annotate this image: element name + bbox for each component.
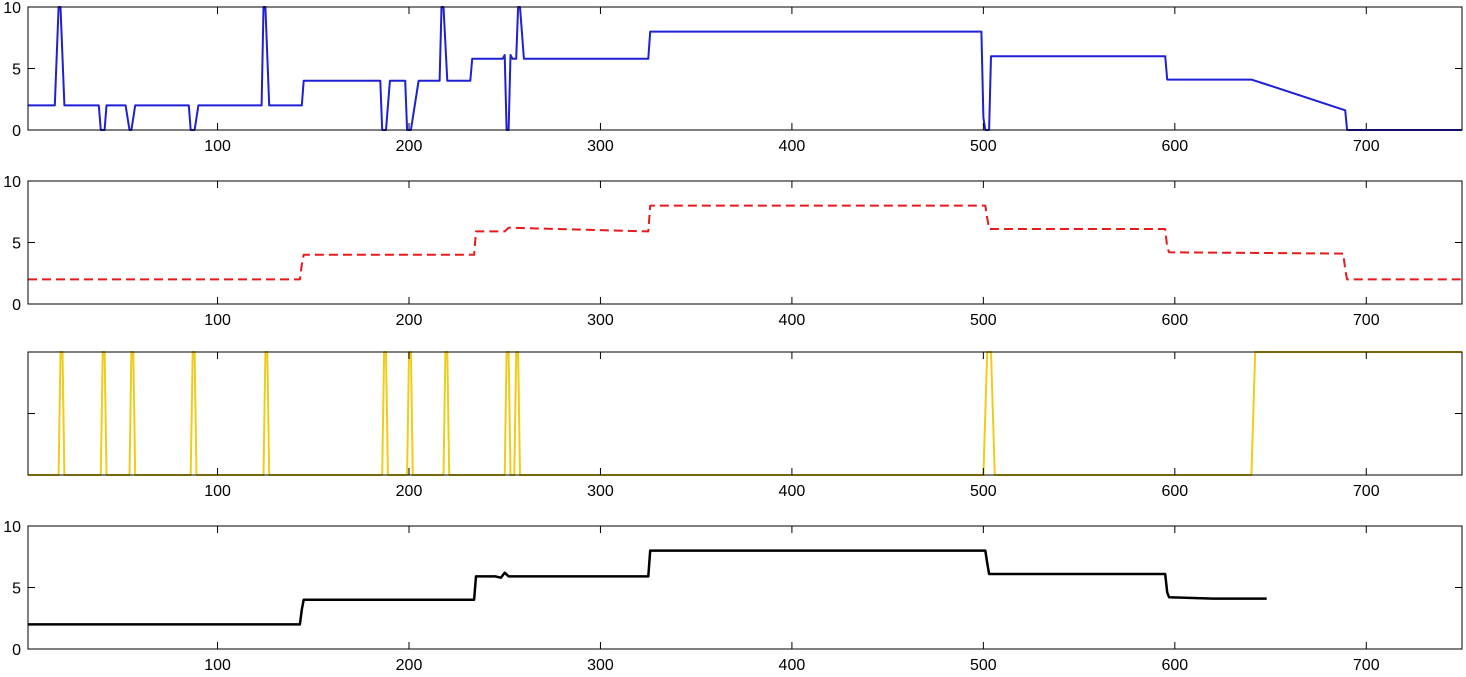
series-line-1: [28, 351, 1462, 476]
y-tick-label: 0: [12, 642, 21, 659]
x-tick-label: 200: [396, 312, 423, 329]
x-tick-label: 600: [1161, 657, 1188, 674]
x-tick-label: 400: [779, 657, 806, 674]
x-tick-label: 300: [587, 483, 614, 500]
axes-frame: [27, 180, 1463, 305]
y-tick-label: 0: [12, 123, 21, 140]
x-tick-label: 500: [970, 138, 997, 155]
x-tick-label: 400: [779, 312, 806, 329]
x-tick-label: 500: [970, 483, 997, 500]
x-tick-label: 600: [1161, 312, 1188, 329]
y-tick-label: 5: [12, 236, 21, 253]
chart-panel-1: 100 200 300 400 500 600 700 0 5 10: [3, 0, 1463, 155]
y-tick-label: 10: [3, 174, 21, 191]
chart-panel-4: 100 200 300 400 500 600 700 0 5 10: [3, 519, 1463, 674]
series-line-1: [28, 6, 1462, 131]
x-tick-label: 100: [204, 483, 231, 500]
x-tick-label: 100: [204, 138, 231, 155]
x-tick-label: 200: [396, 483, 423, 500]
x-tick-label: 700: [1353, 657, 1380, 674]
x-tick-label: 400: [779, 138, 806, 155]
chart-panel-3: 100 200 300 400 500 600 700: [27, 351, 1463, 500]
y-tick-label: 5: [12, 62, 21, 79]
x-tick-label: 300: [587, 312, 614, 329]
x-tick-label: 500: [970, 657, 997, 674]
x-tick-label: 700: [1353, 483, 1380, 500]
series-line-1: [28, 549, 1267, 626]
y-tick-label: 10: [3, 519, 21, 536]
x-tick-label: 500: [970, 312, 997, 329]
x-tick-label: 300: [587, 138, 614, 155]
x-tick-label: 100: [204, 657, 231, 674]
y-tick-label: 0: [12, 297, 21, 314]
chart-panel-2: 100 200 300 400 500 600 700 0 5 10: [3, 174, 1463, 329]
axes-frame: [27, 525, 1463, 650]
x-tick-label: 700: [1353, 312, 1380, 329]
series-line-1: [28, 204, 1462, 281]
x-tick-label: 300: [587, 657, 614, 674]
x-tick-label: 700: [1353, 138, 1380, 155]
x-tick-label: 200: [396, 138, 423, 155]
axes-frame: [27, 6, 1463, 131]
y-tick-label: 10: [3, 0, 21, 17]
x-tick-label: 200: [396, 657, 423, 674]
x-tick-label: 600: [1161, 483, 1188, 500]
x-tick-label: 600: [1161, 138, 1188, 155]
x-tick-label: 400: [779, 483, 806, 500]
x-tick-label: 100: [204, 312, 231, 329]
y-tick-label: 5: [12, 581, 21, 598]
axes-frame: [27, 351, 1463, 476]
